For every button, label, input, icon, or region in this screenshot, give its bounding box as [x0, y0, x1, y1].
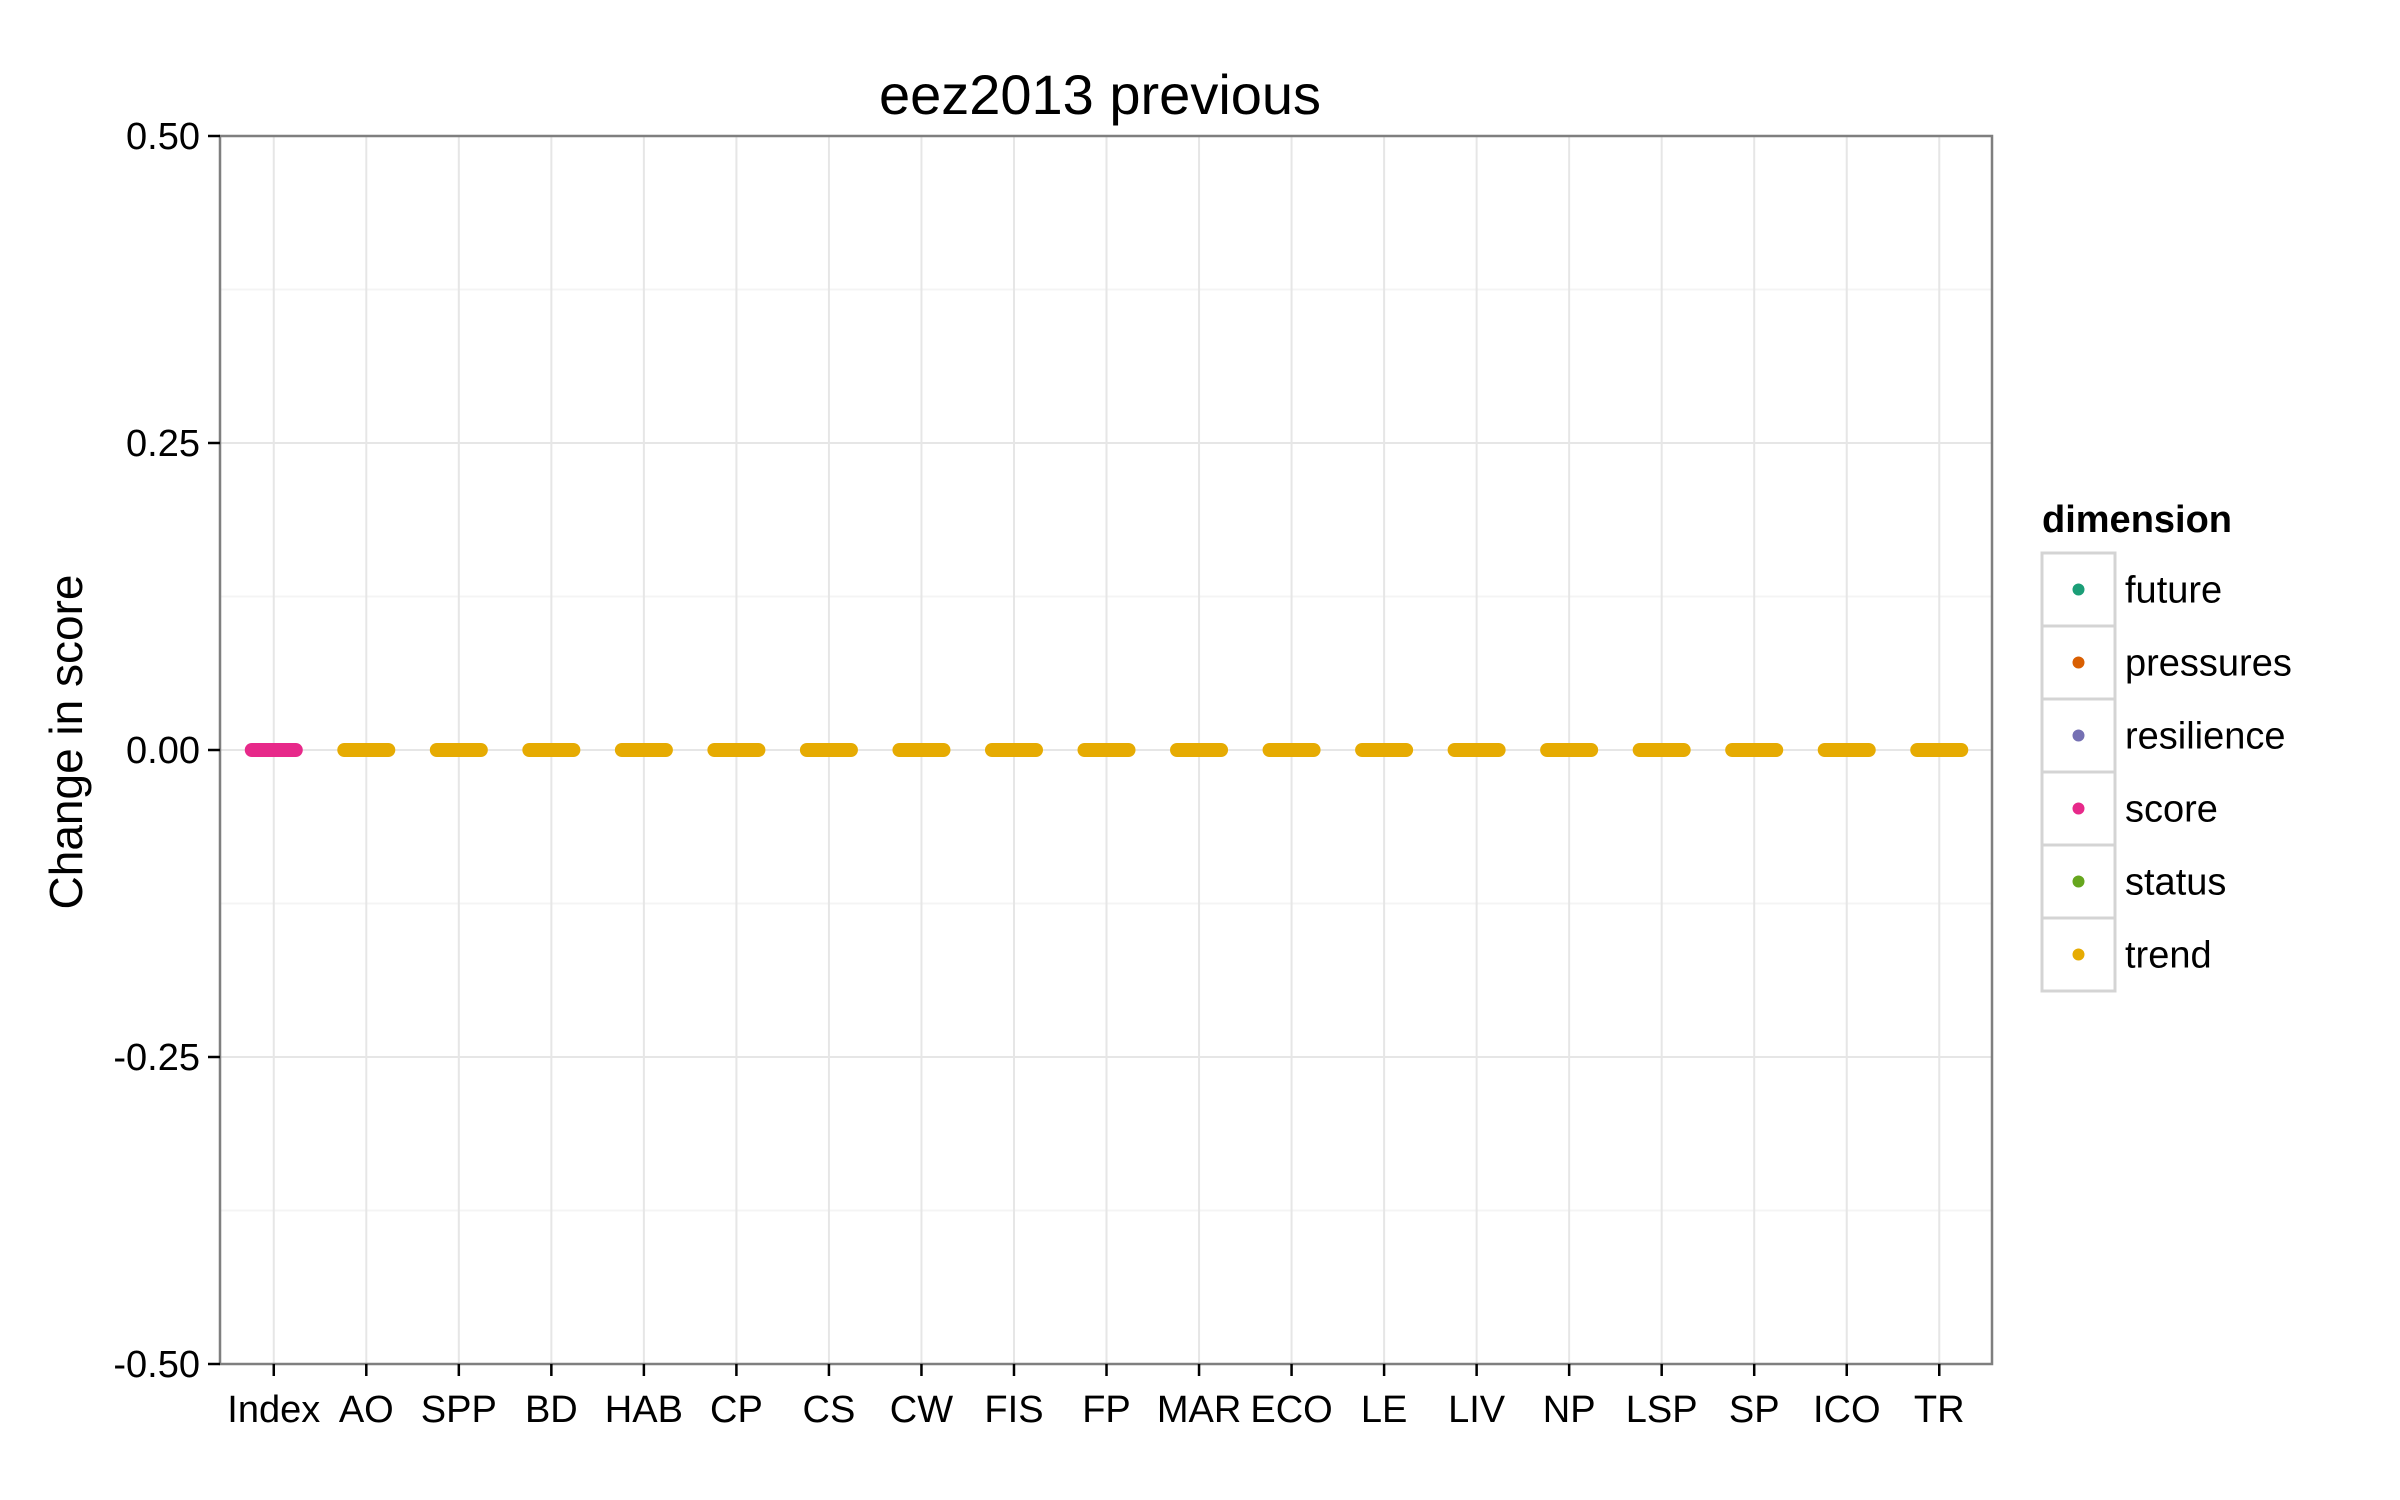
y-tick-label: -0.50 [113, 1344, 200, 1386]
y-tick-label: 0.50 [126, 116, 200, 158]
x-tick-label-ICO: ICO [1813, 1389, 1881, 1431]
x-tick-label-LE: LE [1361, 1389, 1407, 1431]
chart-title: eez2013 previous [879, 63, 1321, 126]
y-tick-label: -0.25 [113, 1037, 200, 1079]
x-tick-label-SPP: SPP [421, 1389, 497, 1431]
legend-title: dimension [2042, 499, 2232, 541]
legend-dot-score [2072, 802, 2085, 815]
x-tick-label-CS: CS [803, 1389, 856, 1431]
x-tick-label-HAB: HAB [605, 1389, 683, 1431]
x-tick-label-Index: Index [227, 1389, 320, 1431]
x-tick-label-BD: BD [525, 1389, 578, 1431]
legend-dot-future [2072, 583, 2085, 596]
legend-label-trend: trend [2125, 935, 2212, 977]
x-tick-label-ECO: ECO [1250, 1389, 1332, 1431]
legend-label-future: future [2125, 570, 2222, 612]
x-tick-label-LSP: LSP [1626, 1389, 1698, 1431]
x-tick-label-FP: FP [1082, 1389, 1131, 1431]
legend-dot-trend [2072, 948, 2085, 961]
x-tick-label-CP: CP [710, 1389, 763, 1431]
y-axis-title: Change in score [40, 575, 92, 910]
x-tick-label-AO: AO [339, 1389, 394, 1431]
legend-dot-pressures [2072, 656, 2085, 669]
x-tick-label-CW: CW [890, 1389, 953, 1431]
y-tick-label: 0.25 [126, 423, 200, 465]
legend-dot-resilience [2072, 729, 2085, 742]
x-tick-label-MAR: MAR [1157, 1389, 1241, 1431]
legend-label-resilience: resilience [2125, 716, 2286, 758]
legend-dot-status [2072, 875, 2085, 888]
legend-label-status: status [2125, 862, 2226, 904]
x-tick-label-SP: SP [1729, 1389, 1780, 1431]
x-tick-label-LIV: LIV [1448, 1389, 1506, 1431]
x-tick-label-TR: TR [1914, 1389, 1965, 1431]
x-tick-label-FIS: FIS [984, 1389, 1043, 1431]
x-tick-label-NP: NP [1543, 1389, 1596, 1431]
y-tick-label: 0.00 [126, 730, 200, 772]
legend-label-pressures: pressures [2125, 643, 2292, 685]
legend-label-score: score [2125, 789, 2218, 831]
